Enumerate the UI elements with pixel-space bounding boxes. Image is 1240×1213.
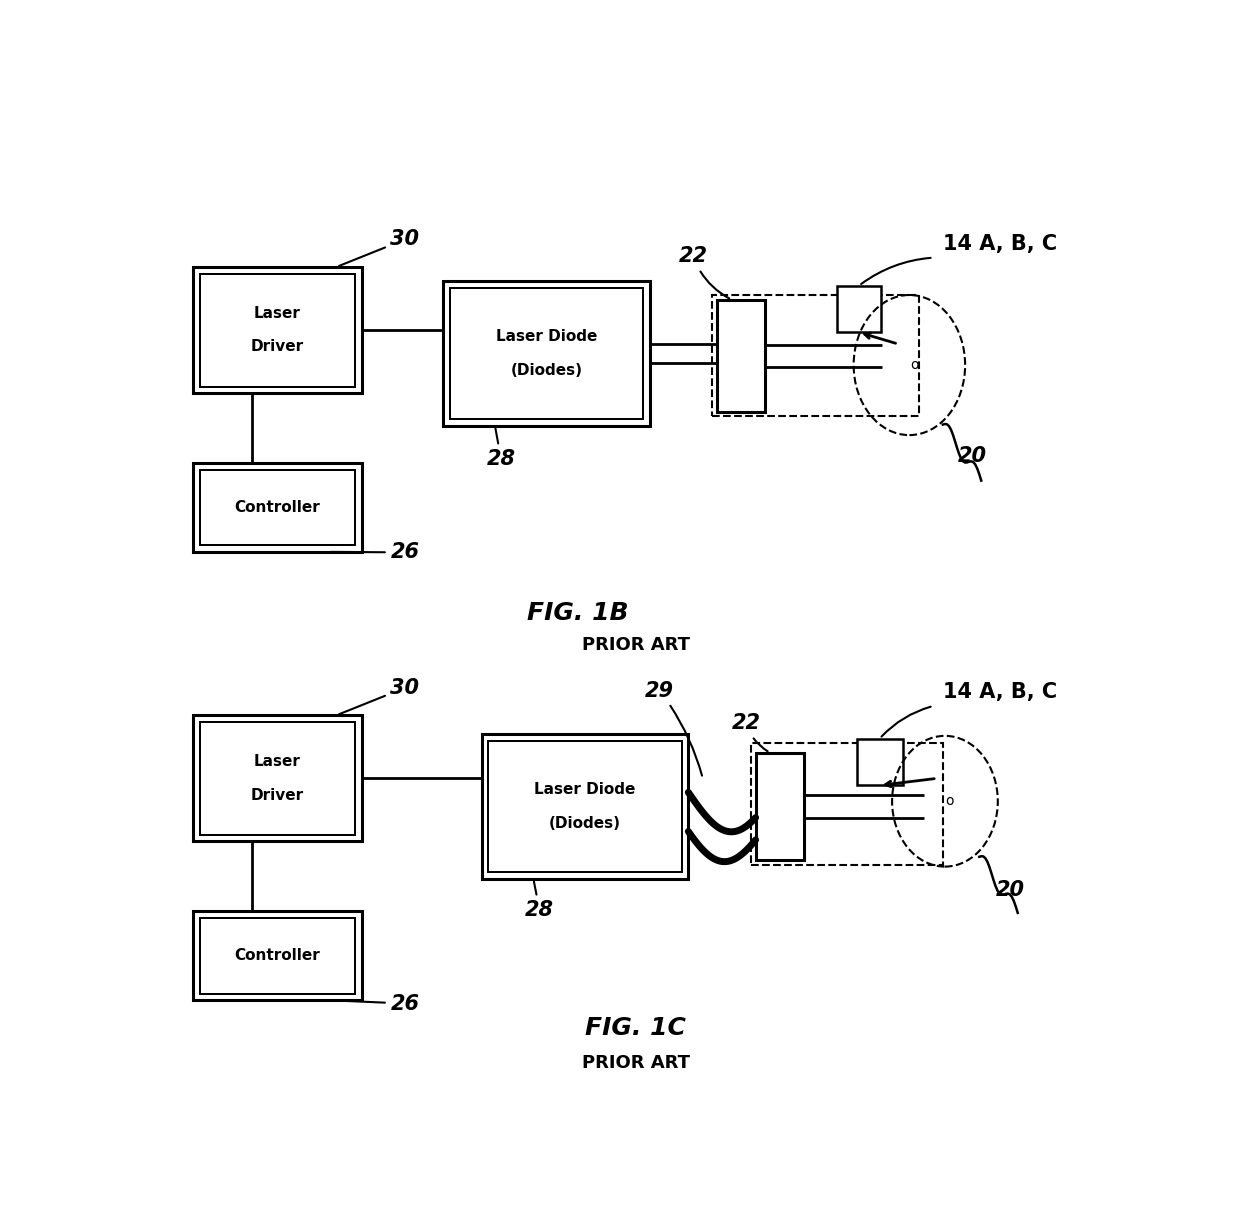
Text: Controller: Controller: [234, 500, 320, 516]
Bar: [481, 734, 688, 878]
Bar: [489, 740, 682, 872]
Text: 22: 22: [732, 713, 768, 751]
Text: 26: 26: [331, 993, 419, 1014]
Bar: [193, 716, 362, 842]
Text: Laser: Laser: [254, 754, 301, 769]
Text: Driver: Driver: [250, 340, 304, 354]
Text: Laser: Laser: [254, 306, 301, 320]
Text: 14 A, B, C: 14 A, B, C: [942, 234, 1058, 254]
Text: FIG. 1B: FIG. 1B: [527, 600, 629, 625]
Bar: [193, 911, 362, 1001]
Text: Driver: Driver: [250, 787, 304, 803]
Bar: [193, 463, 362, 552]
Bar: [751, 744, 944, 865]
Text: 29: 29: [645, 680, 702, 775]
Text: (Diodes): (Diodes): [511, 363, 583, 377]
Bar: [444, 281, 650, 426]
Text: 14 A, B, C: 14 A, B, C: [942, 682, 1058, 702]
Bar: [200, 469, 355, 546]
Text: (Diodes): (Diodes): [549, 815, 621, 831]
Bar: [200, 273, 355, 387]
Text: Controller: Controller: [234, 949, 320, 963]
Text: o: o: [910, 358, 919, 372]
Text: 20: 20: [996, 879, 1025, 900]
Text: FIG. 1C: FIG. 1C: [585, 1016, 686, 1041]
Text: PRIOR ART: PRIOR ART: [582, 637, 689, 654]
Bar: [837, 285, 880, 332]
Text: 22: 22: [678, 246, 729, 298]
Bar: [712, 295, 919, 416]
Text: 28: 28: [525, 882, 554, 921]
Text: 26: 26: [331, 542, 419, 563]
Text: 20: 20: [957, 445, 987, 466]
Text: 30: 30: [339, 229, 419, 266]
Bar: [450, 287, 644, 420]
Bar: [717, 300, 765, 411]
Bar: [200, 722, 355, 835]
Text: 30: 30: [339, 678, 419, 714]
Bar: [755, 752, 804, 860]
Bar: [200, 918, 355, 993]
Text: Laser Diode: Laser Diode: [496, 329, 598, 344]
Text: o: o: [945, 795, 954, 808]
Bar: [193, 267, 362, 393]
Text: 28: 28: [486, 428, 516, 469]
Text: PRIOR ART: PRIOR ART: [582, 1054, 689, 1072]
Text: Laser Diode: Laser Diode: [534, 782, 636, 797]
Bar: [857, 739, 903, 785]
